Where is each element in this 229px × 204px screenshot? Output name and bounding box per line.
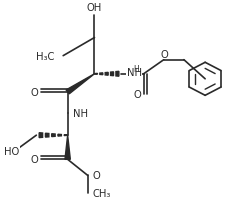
Polygon shape [64,135,67,136]
Text: NH: NH [126,68,141,78]
Text: CH₃: CH₃ [92,188,111,198]
Polygon shape [65,135,70,160]
Text: H: H [133,64,139,73]
Polygon shape [58,135,61,136]
Text: H₃C: H₃C [36,51,54,61]
Text: HO: HO [4,146,19,156]
Text: O: O [160,49,167,59]
Polygon shape [99,73,102,75]
Text: O: O [31,155,38,164]
Polygon shape [39,133,42,138]
Polygon shape [52,134,55,137]
Polygon shape [115,72,118,77]
Polygon shape [66,74,94,94]
Text: NH: NH [73,109,88,119]
Polygon shape [45,134,49,137]
Text: O: O [132,90,140,99]
Polygon shape [110,72,113,76]
Text: O: O [92,171,100,181]
Polygon shape [105,73,108,76]
Text: OH: OH [87,2,102,12]
Polygon shape [94,74,97,75]
Text: O: O [31,88,38,97]
